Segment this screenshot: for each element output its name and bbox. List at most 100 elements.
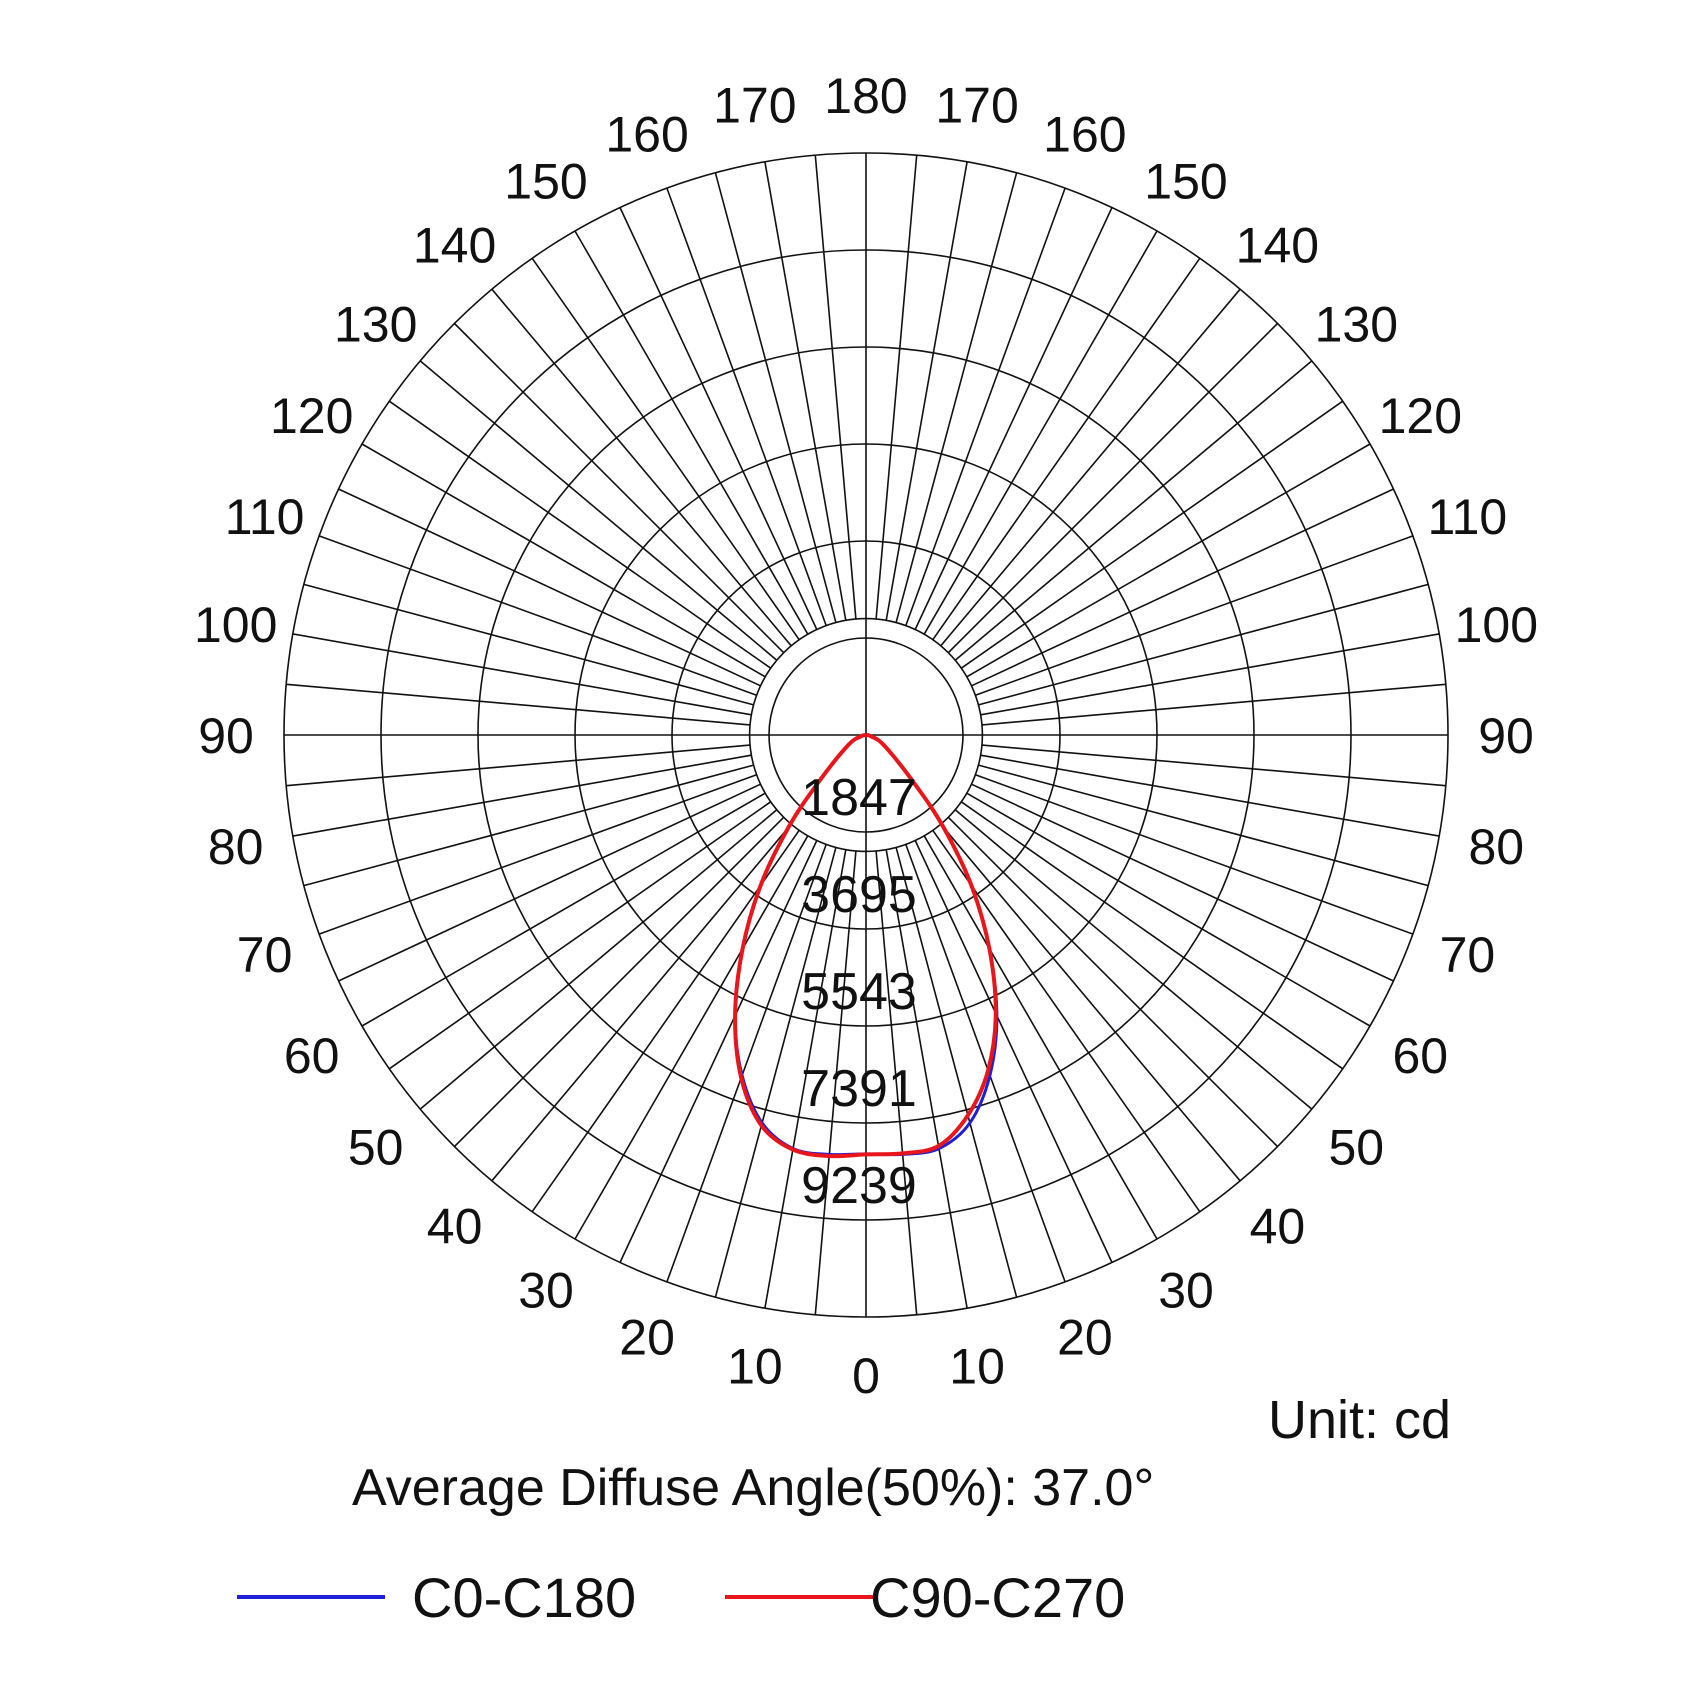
- grid-spoke-20: [905, 844, 1066, 1283]
- angle-label-left-90: 90: [198, 708, 254, 764]
- grid-spoke-50: [954, 809, 1313, 1110]
- grid-spoke-320: [491, 823, 792, 1182]
- grid-spoke-85: [981, 744, 1446, 787]
- grid-spoke-205: [619, 207, 818, 630]
- grid-spoke-160: [905, 187, 1066, 626]
- angle-label-right-40: 40: [1250, 1198, 1306, 1254]
- angle-label-right-170: 170: [935, 78, 1018, 134]
- grid-spoke-290: [318, 774, 757, 935]
- grid-spoke-95: [981, 683, 1446, 726]
- grid-spoke-340: [666, 844, 827, 1283]
- grid-spoke-280: [292, 754, 752, 837]
- grid-spoke-80: [980, 754, 1440, 837]
- grid-spoke-330: [574, 835, 809, 1240]
- angle-label-left-50: 50: [348, 1119, 404, 1175]
- grid-spoke-190: [764, 161, 847, 621]
- grid-spoke-40: [940, 823, 1241, 1182]
- grid-spoke-240: [361, 443, 766, 678]
- diffuse-angle-note: Average Diffuse Angle(50%): 37.0°: [352, 1459, 1154, 1517]
- angle-label-right-120: 120: [1379, 388, 1462, 444]
- angle-label-left-30: 30: [518, 1262, 574, 1318]
- grid-spoke-265: [286, 683, 751, 726]
- grid-spoke-45: [947, 816, 1279, 1148]
- grid-spoke-105: [978, 583, 1429, 706]
- grid-spoke-150: [923, 230, 1158, 635]
- angle-label-left-70: 70: [237, 927, 293, 983]
- angle-label-right-110: 110: [1428, 489, 1508, 545]
- grid-spoke-300: [361, 792, 766, 1027]
- grid-spoke-305: [388, 801, 772, 1070]
- grid-spoke-170: [885, 161, 968, 621]
- angle-label-left-120: 120: [270, 388, 353, 444]
- grid-spoke-5: [875, 850, 918, 1315]
- grid-spoke-175: [875, 155, 918, 620]
- grid-spoke-70: [975, 774, 1414, 935]
- angle-label-right-20: 20: [1057, 1309, 1113, 1365]
- angle-label-right-10: 10: [949, 1338, 1005, 1394]
- grid-spoke-195: [714, 172, 837, 623]
- angle-label-right-60: 60: [1392, 1028, 1448, 1084]
- grid-spoke-140: [940, 288, 1241, 647]
- grid-spoke-315: [453, 816, 785, 1148]
- grid-spoke-115: [971, 488, 1394, 687]
- angle-labels: 0 102030405060708090100110120130140150160…: [194, 68, 1538, 1404]
- angle-label-right-140: 140: [1236, 218, 1319, 274]
- grid-spoke-55: [960, 801, 1344, 1070]
- grid-spoke-110: [975, 535, 1414, 696]
- angle-label-left-60: 60: [284, 1028, 340, 1084]
- grid-spoke-250: [318, 535, 757, 696]
- ring-label-5: 9239: [801, 1157, 917, 1215]
- angle-label-right-130: 130: [1315, 297, 1398, 353]
- grid-spoke-215: [531, 257, 800, 641]
- grid-spoke-235: [388, 400, 772, 669]
- grid-spoke-225: [453, 322, 785, 654]
- angle-label-right-70: 70: [1440, 927, 1496, 983]
- grid-spoke-255: [303, 583, 754, 706]
- angle-label-left-40: 40: [427, 1198, 483, 1254]
- grid-spoke-210: [574, 230, 809, 635]
- grid-spoke-165: [895, 172, 1018, 623]
- ring-labels: 1847 3695 5543 7391 9239: [801, 769, 917, 1215]
- grid-spoke-120: [966, 443, 1371, 678]
- angle-label-left-80: 80: [208, 819, 264, 875]
- grid-spoke-245: [338, 488, 761, 687]
- grid-spoke-135: [947, 322, 1279, 654]
- grid-spoke-185: [814, 155, 857, 620]
- grid-spoke-310: [419, 809, 778, 1110]
- grid-spoke-75: [978, 764, 1429, 887]
- ring-label-1: 1847: [801, 769, 917, 827]
- series-line-c90-c270: [733, 733, 998, 1159]
- legend-label-c0-c180: C0-C180: [412, 1566, 636, 1629]
- angle-label-right-0: 0: [852, 1348, 880, 1404]
- grid-spoke-10: [885, 849, 968, 1309]
- legend-label-c90-c270: C90-C270: [870, 1566, 1125, 1629]
- grid-spoke-260: [292, 633, 752, 716]
- grid-spoke-125: [960, 400, 1344, 669]
- grid-spoke-65: [971, 783, 1394, 982]
- grid-spoke-25: [914, 840, 1113, 1263]
- grid-spoke-335: [619, 840, 818, 1263]
- grid-spoke-200: [666, 187, 827, 626]
- angle-label-right-50: 50: [1328, 1119, 1384, 1175]
- angle-label-left-130: 130: [334, 297, 417, 353]
- grid-spoke-275: [286, 744, 751, 787]
- grid-spoke-60: [966, 792, 1371, 1027]
- angle-label-right-160: 160: [1043, 107, 1126, 163]
- grid-spoke-295: [338, 783, 761, 982]
- legend: C0-C180 C90-C270: [237, 1566, 1125, 1629]
- ring-label-4: 7391: [801, 1060, 917, 1118]
- unit-label: Unit: cd: [1268, 1390, 1451, 1450]
- grid-spoke-220: [491, 288, 792, 647]
- grid-spoke-30: [923, 835, 1158, 1240]
- angle-label-right-80: 80: [1468, 819, 1524, 875]
- grid-spoke-35: [932, 829, 1201, 1213]
- angle-label-right-30: 30: [1158, 1262, 1214, 1318]
- angle-label-right-150: 150: [1144, 154, 1227, 210]
- angle-label-left-10: 10: [727, 1338, 783, 1394]
- ring-label-2: 3695: [801, 866, 917, 924]
- angle-label-left-20: 20: [619, 1309, 675, 1365]
- angle-label-left-100: 100: [194, 597, 277, 653]
- grid-spoke-100: [980, 633, 1440, 716]
- angle-label-left-150: 150: [504, 154, 587, 210]
